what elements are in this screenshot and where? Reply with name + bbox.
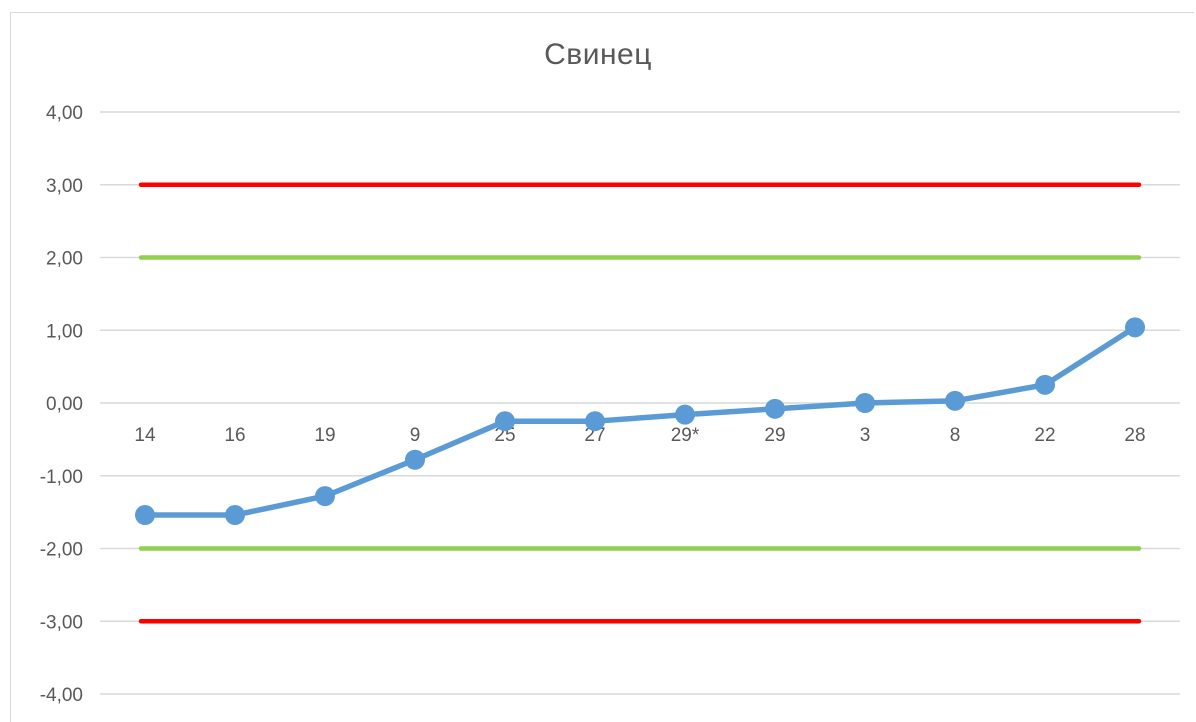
y-tick-label: -4,00 [40, 685, 83, 706]
series-line [142, 324, 1138, 518]
x-tick-label: 14 [134, 425, 156, 446]
x-tick-label: 29* [671, 425, 700, 446]
y-tick-label: 2,00 [46, 249, 83, 270]
chart-title: Свинец [544, 38, 652, 71]
y-tick-label: -3,00 [40, 612, 83, 633]
x-tick-label: 3 [860, 425, 871, 446]
y-tick-label: 4,00 [46, 103, 83, 124]
data-point [225, 505, 245, 526]
x-tick-label: 29 [764, 425, 785, 446]
x-tick-label: 28 [1124, 425, 1145, 446]
y-tick-label: 3,00 [46, 176, 83, 197]
chart-area [10, 12, 1194, 722]
x-tick-label: 9 [410, 425, 421, 446]
y-tick-label: -1,00 [40, 467, 83, 488]
data-point [945, 390, 965, 411]
y-tick-label: -2,00 [40, 540, 83, 561]
data-point [135, 505, 155, 526]
data-point [405, 449, 425, 470]
x-tick-label: 19 [314, 425, 335, 446]
x-tick-label: 8 [950, 425, 961, 446]
x-tick-label: 27 [584, 425, 605, 446]
data-point [585, 411, 605, 432]
data-point [855, 393, 875, 413]
x-tick-label: 16 [224, 425, 245, 446]
y-tick-label: 0,00 [46, 394, 83, 415]
y-tick-label: 1,00 [46, 321, 83, 342]
x-tick-label: 22 [1034, 425, 1055, 446]
data-point [1125, 317, 1145, 338]
x-tick-label: 25 [494, 425, 515, 446]
data-point [675, 404, 695, 425]
data-point [495, 411, 515, 432]
data-point [1035, 374, 1055, 395]
data-point [765, 398, 785, 419]
data-point [315, 486, 335, 507]
